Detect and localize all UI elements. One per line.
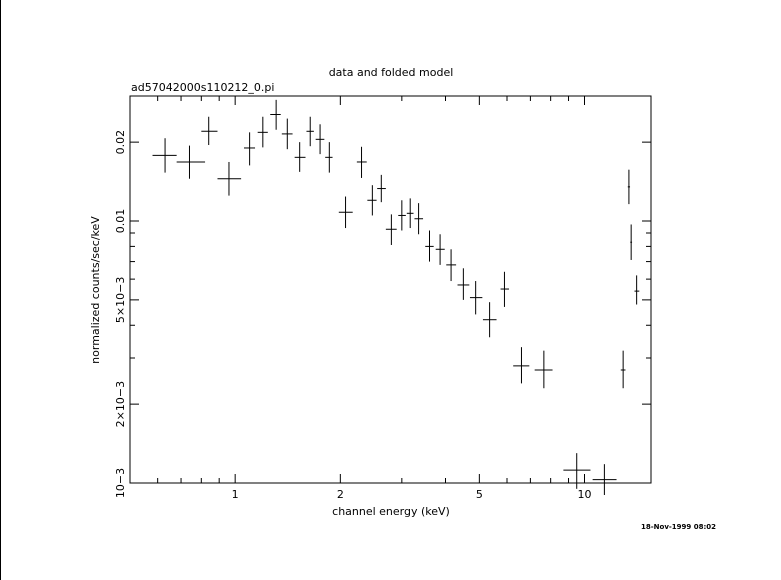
axis-ticks: 1 2 5 10 10−3 2×10−3 5×10−3 0.01 0.02 — [114, 95, 651, 501]
data-point — [414, 203, 424, 235]
data-point — [152, 138, 177, 173]
data-point — [457, 268, 470, 300]
data-point — [385, 214, 397, 245]
data-point — [435, 234, 445, 265]
data-point — [634, 275, 640, 305]
data-point — [482, 302, 497, 338]
y-tick-label: 0.01 — [114, 209, 127, 234]
plot-frame — [129, 95, 652, 484]
chart-title: data and folded model — [329, 66, 454, 79]
data-point — [406, 198, 414, 229]
y-tick-label: 10−3 — [114, 468, 127, 498]
x-tick-label: 5 — [476, 488, 483, 501]
data-point — [294, 142, 306, 172]
data-point — [281, 118, 293, 150]
data-point — [270, 99, 281, 130]
y-tick-label: 5×10−3 — [114, 277, 127, 323]
data-point — [176, 145, 206, 179]
data-point — [627, 169, 631, 205]
x-tick-label: 10 — [578, 488, 592, 501]
plot-area-border — [129, 95, 652, 484]
data-point — [306, 116, 314, 147]
left-border-rule — [0, 0, 1, 580]
x-tick-label: 2 — [337, 488, 344, 501]
data-point — [513, 347, 530, 384]
data-point — [338, 196, 353, 229]
data-point — [630, 224, 633, 260]
data-point — [469, 281, 483, 315]
y-tick-label: 0.02 — [114, 130, 127, 155]
chart-subtitle: ad57042000s110212_0.pi — [131, 81, 274, 94]
x-tick-label: 1 — [232, 488, 239, 501]
data-point — [315, 124, 325, 155]
x-axis-label: channel energy (keV) — [332, 505, 450, 518]
data-point — [534, 350, 553, 389]
data-point — [592, 464, 617, 495]
data-point — [367, 185, 377, 216]
data-point — [201, 116, 218, 146]
data-point — [446, 249, 457, 282]
y-tick-label: 2×10−3 — [114, 381, 127, 427]
data-point — [425, 230, 434, 262]
data-point — [356, 146, 367, 178]
data-point — [620, 350, 626, 389]
timestamp: 18-Nov-1999 08:02 — [641, 523, 716, 531]
data-point — [500, 271, 510, 307]
y-axis-label: normalized counts/sec/keV — [89, 216, 102, 364]
data-point — [244, 132, 256, 166]
data-point — [217, 161, 242, 196]
data-point — [398, 200, 406, 231]
data-points — [152, 99, 640, 495]
data-point — [563, 453, 591, 489]
data-point — [257, 116, 268, 148]
data-point — [377, 174, 386, 203]
data-point — [325, 142, 333, 173]
